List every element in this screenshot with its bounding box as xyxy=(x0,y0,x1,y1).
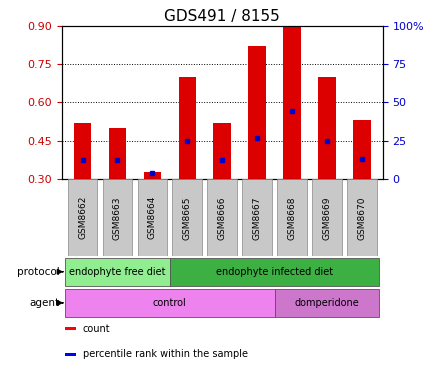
Text: percentile rank within the sample: percentile rank within the sample xyxy=(83,349,248,359)
FancyBboxPatch shape xyxy=(277,179,307,256)
FancyBboxPatch shape xyxy=(138,179,167,256)
FancyBboxPatch shape xyxy=(172,179,202,256)
Bar xyxy=(283,26,301,179)
FancyBboxPatch shape xyxy=(65,258,170,286)
Text: GSM8663: GSM8663 xyxy=(113,196,122,239)
Text: GSM8662: GSM8662 xyxy=(78,196,87,239)
Bar xyxy=(353,120,370,179)
Text: protocol: protocol xyxy=(17,267,60,277)
FancyBboxPatch shape xyxy=(65,289,275,317)
Title: GDS491 / 8155: GDS491 / 8155 xyxy=(164,10,280,25)
FancyBboxPatch shape xyxy=(68,179,97,256)
FancyBboxPatch shape xyxy=(207,179,237,256)
Text: count: count xyxy=(83,324,110,334)
Bar xyxy=(318,77,336,179)
Bar xyxy=(65,328,77,330)
Text: GSM8668: GSM8668 xyxy=(287,196,297,239)
Text: endophyte free diet: endophyte free diet xyxy=(69,267,166,277)
FancyBboxPatch shape xyxy=(347,179,377,256)
FancyBboxPatch shape xyxy=(275,289,379,317)
FancyBboxPatch shape xyxy=(103,179,132,256)
Text: GSM8664: GSM8664 xyxy=(148,196,157,239)
FancyBboxPatch shape xyxy=(312,179,342,256)
Text: GSM8666: GSM8666 xyxy=(218,196,227,239)
Text: GSM8667: GSM8667 xyxy=(253,196,262,239)
Text: endophyte infected diet: endophyte infected diet xyxy=(216,267,333,277)
Bar xyxy=(74,123,91,179)
FancyBboxPatch shape xyxy=(242,179,272,256)
FancyBboxPatch shape xyxy=(170,258,379,286)
Text: control: control xyxy=(153,298,187,308)
Text: GSM8665: GSM8665 xyxy=(183,196,192,239)
Bar xyxy=(179,77,196,179)
Bar xyxy=(143,172,161,179)
Bar xyxy=(249,46,266,179)
Text: domperidone: domperidone xyxy=(294,298,359,308)
Bar xyxy=(213,123,231,179)
Text: agent: agent xyxy=(30,298,60,308)
Bar xyxy=(65,353,77,355)
Text: GSM8669: GSM8669 xyxy=(323,196,331,239)
Text: GSM8670: GSM8670 xyxy=(357,196,367,239)
Bar xyxy=(109,128,126,179)
